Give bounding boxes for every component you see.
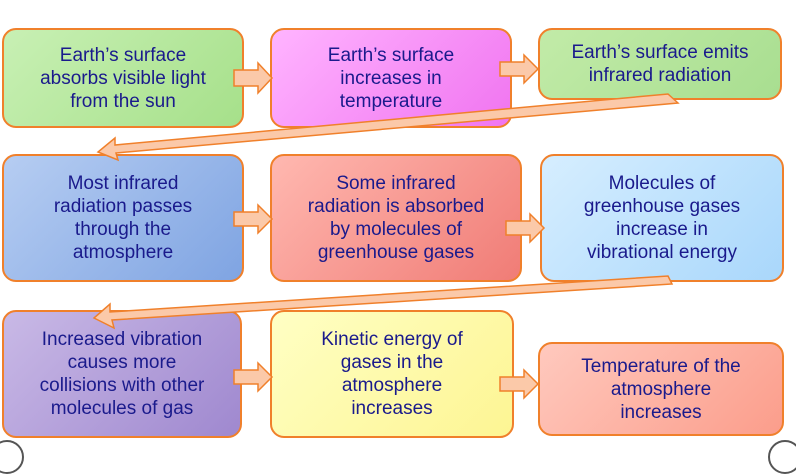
flow-arrows (92, 53, 680, 400)
step-3-box: Earth’s surface emits infrared radiation (538, 28, 782, 100)
step-3-text: Earth’s surface emits infrared radiation (571, 42, 749, 86)
step-5-box: Some infrared radiation is absorbed by m… (270, 154, 522, 282)
arrow-step7-to-step8 (233, 361, 274, 393)
step-1-text: Earth’s surface absorbs visible light fr… (40, 44, 206, 112)
arrow-step4-to-step5 (233, 203, 274, 235)
arrow-step2-to-step3 (499, 53, 540, 85)
arrow-step1-to-step2 (233, 61, 274, 95)
step-1-box: Earth’s surface absorbs visible light fr… (2, 28, 244, 128)
step-4-text: Most infrared radiation passes through t… (53, 173, 193, 263)
step-6-box: Molecules of greenhouse gases increase i… (540, 154, 784, 282)
arrow-step6-to-step7 (92, 275, 674, 330)
arrow-step5-to-step6 (505, 212, 546, 244)
step-6-text: Molecules of greenhouse gases increase i… (583, 173, 741, 263)
step-7-box: Increased vibration causes more collisio… (2, 310, 242, 438)
arrow-step8-to-step9 (499, 368, 540, 400)
arrow-step3-to-step4 (96, 93, 680, 162)
step-8-text: Kinetic energy of gases in the atmospher… (321, 329, 463, 419)
step-2-text: Earth’s surface increases in temperature (327, 44, 455, 112)
step-5-text: Some infrared radiation is absorbed by m… (307, 173, 485, 263)
bottom-right-decoration (768, 440, 796, 474)
step-7-text: Increased vibration causes more collisio… (39, 329, 205, 419)
step-4-box: Most infrared radiation passes through t… (2, 154, 244, 282)
step-9-box: Temperature of the atmosphere increases (538, 342, 784, 436)
step-9-text: Temperature of the atmosphere increases (581, 355, 741, 423)
step-8-box: Kinetic energy of gases in the atmospher… (270, 310, 514, 438)
